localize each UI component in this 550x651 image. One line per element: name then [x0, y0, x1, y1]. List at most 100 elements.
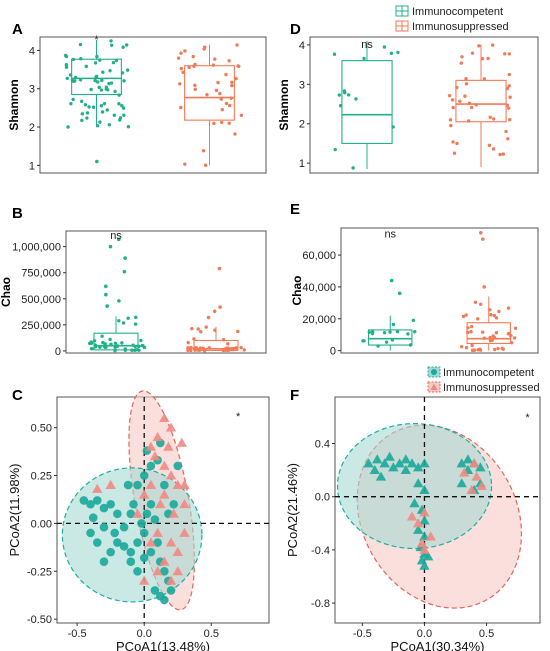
- series-immunosuppressed: [92, 412, 190, 585]
- data-point: [213, 57, 217, 61]
- y-tick-label: 40,000: [302, 282, 336, 294]
- data-point: [201, 346, 205, 350]
- data-point: [85, 111, 90, 115]
- data-point: [506, 137, 510, 141]
- data-point: [503, 52, 507, 56]
- data-point: [491, 147, 496, 151]
- data-point: [477, 44, 481, 48]
- data-point: [64, 65, 69, 69]
- data-point: [370, 330, 375, 334]
- legend-top-item-immunocompetent: Immunocompetent: [395, 5, 503, 18]
- data-point: [455, 141, 459, 146]
- data-point: [71, 79, 76, 83]
- data-point: [207, 346, 211, 350]
- data-point: [142, 345, 147, 350]
- data-point: [494, 331, 499, 335]
- data-point: [464, 313, 468, 317]
- data-point: [176, 437, 187, 447]
- data-point: [104, 345, 108, 349]
- data-point: [480, 57, 485, 61]
- data-point: [104, 85, 109, 89]
- data-point: [488, 308, 492, 312]
- data-point: [119, 542, 129, 551]
- data-point: [406, 458, 418, 468]
- data-point: [98, 120, 102, 124]
- data-point: [160, 480, 169, 490]
- data-point: [391, 125, 395, 129]
- data-point: [451, 140, 455, 144]
- data-point: [232, 347, 237, 351]
- data-point: [122, 79, 126, 83]
- data-point: [504, 129, 508, 134]
- y-tick-label: 0.4: [315, 439, 330, 451]
- data-point: [492, 313, 497, 318]
- data-point: [134, 315, 138, 320]
- y-tick-label: 0.00: [31, 518, 52, 530]
- x-tick-label: 0.5: [204, 628, 219, 640]
- data-point: [497, 309, 501, 314]
- data-point: [123, 480, 133, 490]
- data-point: [64, 63, 69, 67]
- data-point: [225, 346, 229, 350]
- data-point: [332, 52, 337, 56]
- data-point: [94, 75, 98, 79]
- data-point: [413, 330, 417, 334]
- data-point: [461, 314, 466, 319]
- panel-label-b: B: [12, 205, 23, 222]
- data-point: [452, 151, 457, 155]
- data-point: [463, 94, 467, 98]
- data-point: [425, 531, 436, 541]
- data-point: [137, 348, 141, 352]
- outlier-point: [218, 305, 222, 309]
- outlier-point: [95, 159, 99, 164]
- data-point: [239, 113, 244, 118]
- data-point: [79, 496, 89, 505]
- data-point: [92, 538, 102, 547]
- y-tick-label: -0.50: [27, 614, 52, 626]
- x-tick-label: 0.5: [479, 628, 494, 640]
- legend-pcoa-label-competent: Immunocompetent: [443, 367, 534, 379]
- data-point: [227, 121, 231, 125]
- data-point: [492, 335, 497, 340]
- data-point: [79, 99, 84, 104]
- data-point: [172, 566, 183, 576]
- data-point: [69, 101, 73, 106]
- data-point: [199, 330, 203, 334]
- data-point: [408, 343, 413, 347]
- y-tick-label: -0.4: [311, 545, 330, 557]
- significance-annotation: ns: [110, 230, 122, 242]
- data-point: [91, 105, 96, 109]
- series-immunosuppressed: [406, 458, 487, 554]
- data-point: [99, 104, 104, 108]
- data-point: [382, 331, 387, 335]
- data-point: [113, 348, 117, 353]
- panel-d: D 1 2 3 4 Shannon ns: [277, 21, 539, 174]
- data-point: [99, 503, 109, 513]
- data-point: [482, 77, 487, 81]
- data-point: [92, 483, 103, 493]
- data-point: [375, 471, 387, 481]
- data-point: [388, 462, 399, 472]
- data-point: [126, 557, 136, 567]
- data-point: [100, 78, 104, 83]
- data-point: [379, 458, 390, 468]
- data-point: [78, 78, 83, 82]
- data-point: [117, 102, 121, 106]
- data-point: [226, 342, 230, 346]
- data-point: [498, 152, 502, 157]
- data-point: [80, 112, 85, 116]
- legend-pcoa-item-immunosuppressed: Immunosuppressed: [427, 381, 540, 394]
- data-point: [196, 348, 200, 352]
- data-point: [139, 575, 150, 585]
- data-point: [153, 538, 162, 547]
- data-point: [165, 537, 177, 547]
- data-point: [93, 343, 97, 347]
- data-point: [100, 110, 105, 114]
- data-point: [382, 45, 387, 49]
- data-point: [68, 73, 73, 77]
- data-point: [114, 58, 119, 63]
- box: [341, 60, 393, 144]
- data-point: [160, 566, 169, 576]
- data-point: [110, 528, 119, 538]
